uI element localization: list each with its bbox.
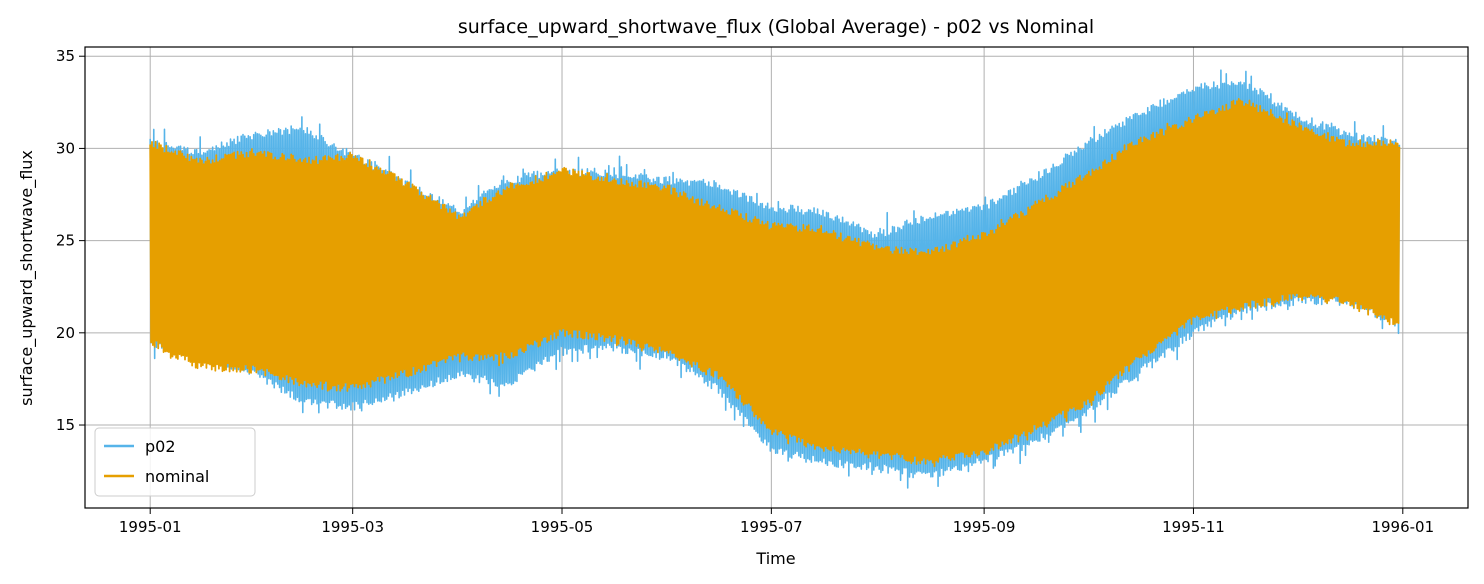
legend-label-p02: p02 — [145, 437, 176, 456]
x-tick-label: 1995-11 — [1162, 518, 1225, 536]
y-tick-label: 35 — [56, 47, 75, 65]
x-tick-label: 1995-05 — [531, 518, 594, 536]
y-axis-label: surface_upward_shortwave_flux — [17, 150, 37, 406]
y-tick-label: 20 — [56, 324, 75, 342]
x-tick-label: 1995-07 — [740, 518, 803, 536]
y-tick-label: 30 — [56, 139, 75, 157]
y-tick-label: 25 — [56, 232, 75, 250]
y-tick-label: 15 — [56, 416, 75, 434]
legend-box — [94, 427, 256, 497]
chart-title: surface_upward_shortwave_flux (Global Av… — [458, 16, 1094, 38]
ticks: 1995-01 1995-03 1995-05 1995-07 1995-09 1995-… — [56, 47, 1434, 536]
plot-frame — [84, 46, 1469, 509]
legend: p02 nominal — [94, 427, 256, 497]
x-axis-label: Time — [755, 549, 795, 568]
series-layer — [149, 69, 1401, 489]
x-tick-label: 1995-09 — [953, 518, 1016, 536]
x-tick-label: 1995-01 — [119, 518, 182, 536]
x-tick-label: 1996-01 — [1371, 518, 1434, 536]
legend-label-nominal: nominal — [145, 467, 209, 486]
x-tick-label: 1995-03 — [321, 518, 384, 536]
series-line-nominal — [149, 97, 1401, 468]
